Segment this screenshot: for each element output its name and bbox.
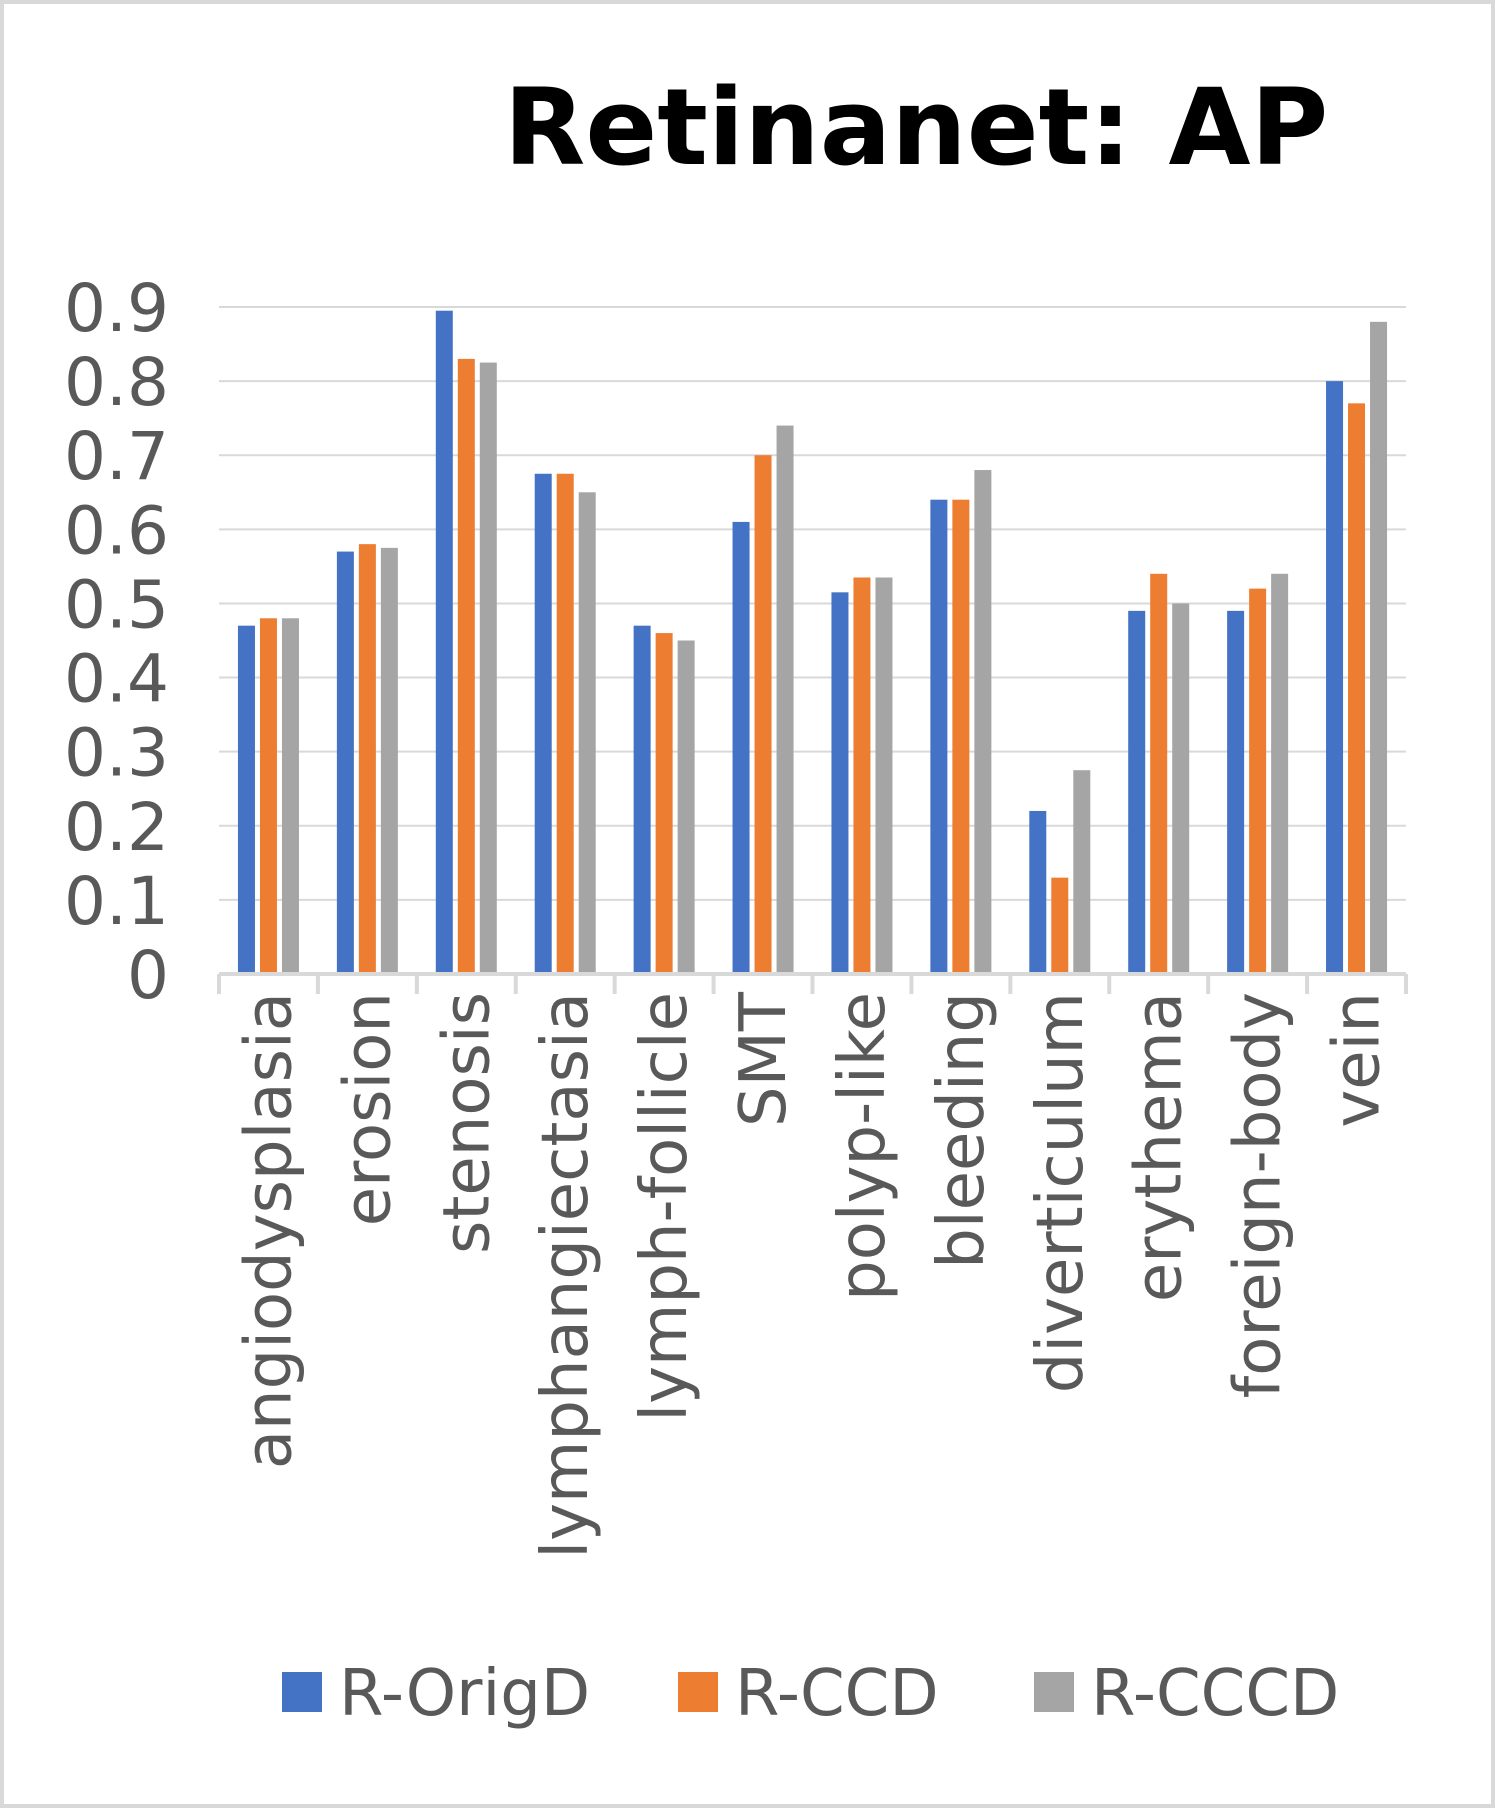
x-category-label: lymph-follicle [628,992,702,1422]
legend-swatch [678,1672,718,1712]
x-category-label: bleeding [925,992,999,1269]
x-category-label: erythema [1123,992,1197,1302]
x-axis [217,972,1408,994]
bar-R-CCCD-angiodysplasia [281,618,299,974]
x-category-label: stenosis [430,992,504,1254]
y-tick-label: 0.6 [64,492,169,569]
bar-R-CCD-erosion [358,544,376,974]
bar-R-OrigD-erythema [1128,610,1146,974]
y-tick-label: 0.1 [64,863,169,940]
y-tick-label: 0 [127,937,169,1014]
bar-R-CCD-erythema [1150,573,1168,974]
bar-R-CCD-lymphangiectasia [556,473,574,974]
bar-R-CCD-foreign-body [1249,588,1267,974]
bar-R-OrigD-lymph-follicle [633,625,651,974]
bar-R-CCD-lymph-follicle [655,633,673,974]
bar-R-CCCD-diverticulum [1073,770,1091,974]
bar-R-OrigD-diverticulum [1029,810,1047,974]
bar-R-OrigD-vein [1326,381,1344,975]
bar-R-OrigD-SMT [732,521,750,974]
bar-chart: Retinanet: AP 00.10.20.30.40.50.60.70.80… [64,66,1408,1731]
x-category-label: erosion [331,992,405,1226]
bar-R-CCCD-foreign-body [1271,573,1289,974]
x-category-label: foreign-body [1222,992,1296,1398]
bar-R-CCCD-lymph-follicle [677,640,695,974]
bar-R-CCD-vein [1348,403,1366,974]
y-tick-label: 0.9 [64,270,169,347]
bar-R-CCCD-lymphangiectasia [578,492,596,974]
bar-R-CCCD-vein [1370,321,1388,974]
x-category-label: lymphangiectasia [529,992,603,1559]
x-category-label: vein [1321,992,1395,1128]
bar-R-CCCD-polyp-like [875,577,893,974]
legend: R-OrigD R-CCD R-CCCD [282,1657,1339,1731]
y-tick-label: 0.7 [64,418,169,495]
bar-R-CCD-diverticulum [1051,877,1069,974]
bar-R-OrigD-foreign-body [1227,610,1245,974]
bar-R-CCCD-bleeding [974,470,992,974]
bar-R-OrigD-bleeding [930,499,948,974]
legend-swatch [1034,1672,1074,1712]
bar-R-CCCD-SMT [776,425,794,975]
chart-title: Retinanet: AP [504,66,1329,189]
y-tick-label: 0.2 [64,789,169,866]
bar-R-CCD-SMT [754,455,772,974]
bar-R-CCCD-erosion [380,547,398,974]
bar-R-CCD-bleeding [952,499,970,974]
bar-R-OrigD-angiodysplasia [237,625,255,974]
x-category-label: angiodysplasia [232,992,306,1469]
x-category-label: diverticulum [1024,992,1098,1393]
grid-lines [219,306,1406,901]
legend-label: R-OrigD [339,1657,590,1731]
y-tick-label: 0.3 [64,715,169,792]
bars [237,310,1388,975]
x-category-label: polyp-like [826,992,900,1301]
y-tick-label: 0.5 [64,566,169,643]
x-axis-category-labels: angiodysplasia erosion stenosis lymphangiec… [232,991,1394,1559]
y-axis-tick-labels: 00.10.20.30.40.50.60.70.80.9 [64,270,169,1014]
bar-R-CCD-stenosis [457,358,475,974]
bar-R-CCD-angiodysplasia [259,618,277,974]
y-tick-label: 0.4 [64,641,169,718]
legend-label: R-CCD [735,1657,939,1731]
bar-R-OrigD-erosion [336,551,354,974]
y-tick-label: 0.8 [64,344,169,421]
legend-swatch [282,1672,322,1712]
bar-R-OrigD-stenosis [435,310,453,974]
bar-R-OrigD-polyp-like [831,592,849,974]
bar-R-CCCD-erythema [1172,603,1190,974]
x-category-label: SMT [727,991,801,1127]
bar-R-OrigD-lymphangiectasia [534,473,552,974]
legend-label: R-CCCD [1091,1657,1339,1731]
bar-R-CCCD-stenosis [479,362,497,974]
bar-R-CCD-polyp-like [853,577,871,974]
